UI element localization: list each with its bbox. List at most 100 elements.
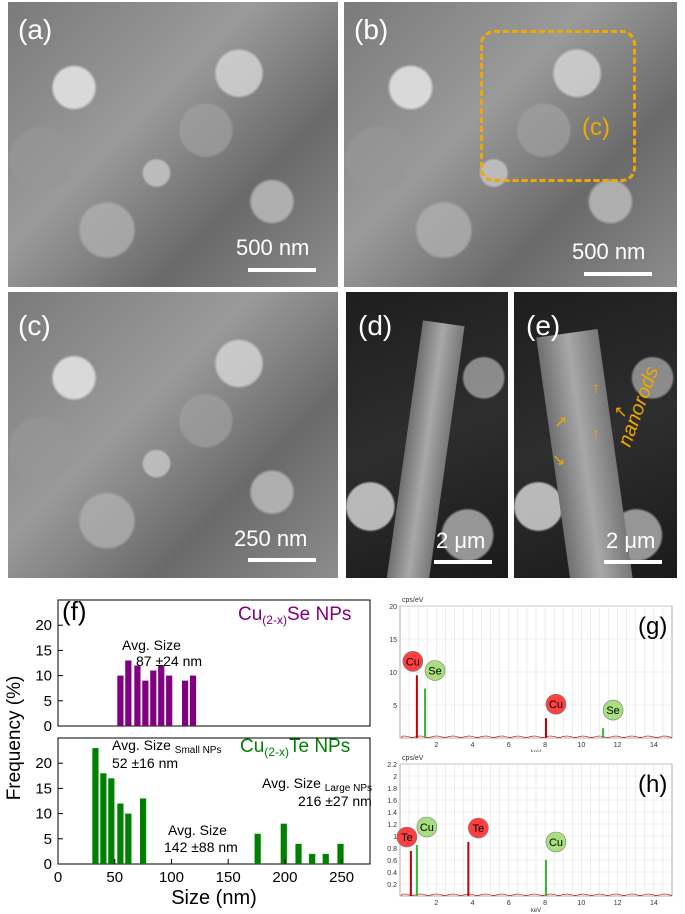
eds-x-tick-label: 4: [471, 742, 475, 749]
eds-x-tick-label: 12: [614, 742, 622, 749]
y-tick-label: 20: [35, 755, 52, 772]
histogram-series-title: Cu(2-x)Te NPs: [240, 736, 350, 759]
scale-label-b: 500 nm: [572, 239, 646, 264]
annotation-te-large: Avg. Size Large NPs: [262, 775, 372, 794]
eds-x-tick-label: 6: [507, 742, 511, 749]
histogram-bar: [254, 833, 261, 864]
eds-y-tick-label: 0.2: [387, 882, 397, 889]
eds-y-tick-label: 1.6: [387, 798, 397, 805]
histogram-bar: [280, 823, 287, 864]
histogram-bar: [309, 853, 316, 864]
annotation-te-overall-value: 142 ±88 nm: [164, 839, 238, 855]
histogram-series-title: Cu(2-x)Se NPs: [238, 604, 351, 627]
histogram-bar: [125, 660, 132, 726]
histogram-bar: [117, 675, 124, 726]
eds-element-label: Te: [401, 832, 413, 844]
x-axis-label: Size (nm): [171, 887, 257, 908]
eds-x-tick-label: 14: [650, 742, 658, 749]
histogram-bar: [295, 843, 302, 864]
histogram-bar: [125, 813, 132, 864]
scale-bar-c: [248, 558, 316, 562]
eds-element-label: Se: [606, 705, 619, 717]
y-axis-label: Frequency (%): [4, 676, 25, 801]
eds-element-label: Cu: [549, 699, 563, 711]
scale-bar-d: [434, 560, 492, 564]
eds-y-tick-label: 0.6: [387, 858, 397, 865]
sem-panel-d: (d) 2 μm: [346, 292, 508, 578]
panel-label-c: (c): [18, 310, 51, 341]
eds-element-label: Te: [473, 823, 485, 835]
y-tick-label: 10: [35, 668, 52, 685]
eds-y-tick-label: 2: [393, 774, 397, 781]
histogram-bar: [100, 773, 107, 864]
scale-label-a: 500 nm: [236, 235, 310, 260]
eds-panel-label: (h): [638, 771, 667, 798]
panel-label-a: (a): [18, 14, 53, 45]
histogram-bar: [181, 680, 189, 726]
scale-bar-b: [584, 272, 652, 276]
histogram-frame: [57, 599, 371, 727]
scale-label-c: 250 nm: [234, 526, 308, 551]
eds-x-tick-label: 8: [543, 900, 547, 907]
eds-element-label: Se: [428, 666, 441, 678]
eds-panel-label: (g): [638, 613, 667, 640]
eds-y-tick-label: 10: [389, 670, 397, 677]
eds-spectrum-g: 5 10 15 20 2 4 6 8 10 12 14 cps/eV keV Cu Se Cu Se (g): [389, 597, 673, 752]
y-tick-label: 20: [35, 617, 52, 634]
histogram-bar: [108, 778, 115, 864]
x-tick-label: 100: [159, 869, 184, 886]
eds-x-tick-label: 14: [650, 900, 658, 907]
arrow-icon: ↗: [554, 414, 568, 431]
eds-x-tick-label: 10: [577, 900, 585, 907]
histogram-bar: [142, 680, 149, 726]
annotation-te-small: Avg. Size Small NPs: [112, 737, 221, 756]
arrow-icon: ↖: [614, 404, 628, 421]
eds-y-tick-label: 1.4: [387, 810, 397, 817]
inset-region-label: (c): [582, 114, 610, 141]
eds-spectrum-h: 0.2 0.4 0.6 0.8 1 1.2 1.4 1.6 1.8 2 2.2 2 4 6 8 10 12 14 c…: [387, 755, 673, 912]
y-tick-label: 0: [44, 856, 52, 873]
histogram-chart: 0 5 10 15 20 Cu(2-x)Se NPs 0 5 10 15 20 Cu(2-x)Te N…: [4, 596, 372, 908]
eds-y-tick-label: 0.8: [387, 846, 397, 853]
x-tick-label: 200: [272, 869, 297, 886]
eds-baseline: [401, 735, 673, 739]
eds-y-tick-label: 20: [389, 604, 397, 611]
histogram-bar: [322, 853, 329, 864]
sem-panel-b: (b) (c) 500 nm: [344, 2, 677, 287]
eds-element-marker: [545, 693, 567, 715]
eds-x-axis-label: keV: [531, 908, 541, 912]
scale-bar-e: [604, 560, 662, 564]
eds-element-marker: [396, 826, 418, 848]
inset-region-box: [480, 30, 636, 182]
eds-x-tick-label: 6: [507, 900, 511, 907]
x-tick-label: 250: [329, 869, 354, 886]
histogram-bar: [166, 675, 173, 726]
eds-element-label: Cu: [549, 837, 563, 849]
x-tick-label: 150: [216, 869, 241, 886]
histogram-bar: [150, 670, 157, 726]
histogram-frame: [57, 737, 371, 865]
x-tick-label: 0: [54, 869, 62, 886]
panel-label-d: (d): [358, 310, 393, 341]
eds-baseline: [401, 893, 673, 897]
eds-y-tick-label: 5: [393, 703, 397, 710]
eds-element-marker: [602, 699, 624, 721]
arrow-icon: ↑: [592, 426, 600, 443]
scale-bar-a: [248, 268, 316, 272]
y-tick-label: 15: [35, 642, 52, 659]
annotation-te-overall: Avg. Size: [168, 822, 227, 838]
y-tick-label: 5: [44, 693, 52, 710]
y-tick-label: 10: [35, 806, 52, 823]
eds-x-tick-label: 4: [471, 900, 475, 907]
eds-y-tick-label: 1: [393, 834, 397, 841]
scale-label-e: 2 μm: [606, 528, 656, 553]
eds-element-label: Cu: [420, 822, 434, 834]
eds-element-marker: [468, 817, 489, 839]
annotation-se-value: 87 ±24 nm: [136, 653, 202, 669]
sem-panel-a: (a) 500 nm: [8, 2, 338, 287]
panel-label-e: (e): [526, 310, 561, 341]
panel-label-b: (b): [354, 14, 389, 45]
histogram-bar: [134, 665, 141, 726]
eds-y-axis-label: cps/eV: [402, 755, 424, 762]
eds-y-tick-label: 1.8: [387, 786, 397, 793]
